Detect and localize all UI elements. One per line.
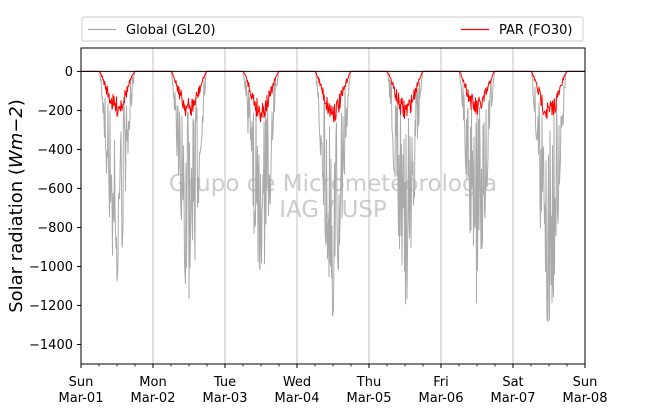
legend-label-global: Global (GL20) xyxy=(126,23,216,38)
legend-label-par: PAR (FO30) xyxy=(499,23,572,38)
x-tick-label-date: Mar-04 xyxy=(275,391,320,406)
x-tick-label-date: Mar-08 xyxy=(563,391,608,406)
watermark-line-2: IAG / USP xyxy=(279,197,387,223)
x-tick-label-day: Mon xyxy=(139,375,166,390)
grid xyxy=(152,48,514,364)
y-tick-label: −1200 xyxy=(29,299,73,314)
x-tick-label-day: Sun xyxy=(69,375,94,390)
y-tick-label: −200 xyxy=(37,104,73,119)
watermark-line-1: Grupo de Micrometeorologia xyxy=(169,171,497,197)
y-tick-label: −600 xyxy=(37,182,73,197)
watermark: Grupo de Micrometeorologia IAG / USP xyxy=(169,171,497,223)
legend-frame xyxy=(81,16,584,42)
x-tick-label-date: Mar-02 xyxy=(131,391,176,406)
x-tick-label-date: Mar-03 xyxy=(203,391,248,406)
y-axis: 0 −200 −400 −600 −800 −1000 −1200 −1400 xyxy=(29,65,81,353)
plot-frame xyxy=(80,47,586,365)
series-par xyxy=(81,70,585,123)
y-tick-label: −400 xyxy=(37,143,73,158)
x-axis: SunMar-01MonMar-02TueMar-03WedMar-04ThuM… xyxy=(59,364,608,406)
x-tick-label-date: Mar-01 xyxy=(59,391,104,406)
x-tick-label-day: Sat xyxy=(502,375,523,390)
x-tick-label-date: Mar-05 xyxy=(347,391,392,406)
y-axis-label: Solar radiation (Wm−2) xyxy=(6,99,27,313)
x-tick-label-date: Mar-06 xyxy=(419,391,464,406)
x-tick-label-date: Mar-07 xyxy=(491,391,536,406)
legend: Global (GL20) PAR (FO30) xyxy=(81,16,584,42)
x-tick-label-day: Thu xyxy=(356,375,381,390)
x-tick-label-day: Wed xyxy=(283,375,311,390)
series-line-par xyxy=(81,70,585,123)
x-tick-label-day: Fri xyxy=(433,375,449,390)
y-tick-label: −1400 xyxy=(29,338,73,353)
y-tick-label: 0 xyxy=(65,65,73,80)
x-tick-label-day: Sun xyxy=(573,375,598,390)
y-tick-label: −1000 xyxy=(29,260,73,275)
y-tick-label: −800 xyxy=(37,221,73,236)
x-tick-label-day: Tue xyxy=(213,375,236,390)
